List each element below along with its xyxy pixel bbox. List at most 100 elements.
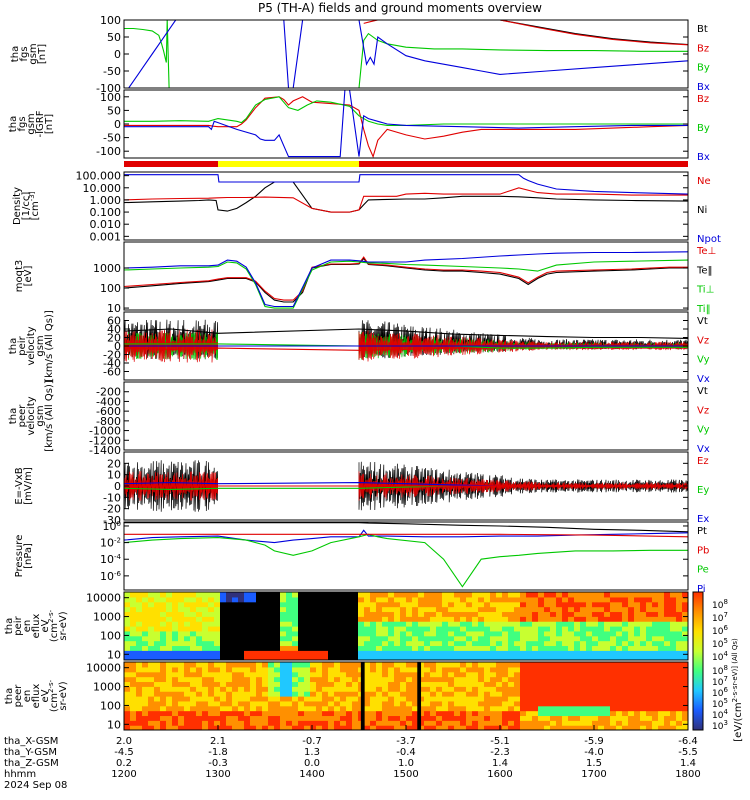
x-row-value: 1.4 <box>492 758 508 769</box>
heatmap-cell <box>604 630 611 637</box>
heatmap-cell <box>472 705 479 712</box>
heatmap-cell <box>622 611 629 617</box>
heatmap-cell <box>124 655 131 660</box>
heatmap-cell <box>568 671 575 678</box>
heatmap-cell <box>484 715 491 721</box>
heatmap-cell <box>682 630 688 637</box>
heatmap-cell <box>370 725 377 730</box>
heatmap-cell <box>646 635 653 642</box>
heatmap-cell <box>292 592 299 598</box>
heatmap-cell <box>658 696 665 702</box>
heatmap-cell <box>682 686 688 692</box>
heatmap-cell <box>604 650 611 656</box>
heatmap-cell <box>616 705 623 712</box>
heatmap-cell <box>670 650 677 656</box>
heatmap-cell <box>526 705 533 712</box>
heatmap-cell <box>232 720 239 726</box>
heatmap-cell <box>430 592 437 598</box>
heatmap-cell <box>184 640 191 647</box>
heatmap-cell <box>292 630 299 637</box>
heatmap-cell <box>466 645 473 651</box>
heatmap-cell <box>244 635 251 642</box>
heatmap-cell <box>268 681 275 687</box>
heatmap-cell <box>526 681 533 687</box>
heatmap-cell <box>442 645 449 651</box>
heatmap-cell <box>322 630 329 637</box>
heatmap-cell <box>622 715 629 721</box>
heatmap-cell <box>676 626 683 632</box>
heatmap-cell <box>460 681 467 687</box>
heatmap-cell <box>484 681 491 687</box>
heatmap-cell <box>232 705 239 712</box>
legend-ni: Ni <box>697 205 707 216</box>
heatmap-cell <box>160 650 167 656</box>
heatmap-cell <box>244 725 251 730</box>
heatmap-cell <box>454 691 461 697</box>
heatmap-cell <box>670 671 677 678</box>
y-axis-label: gsm <box>26 113 37 134</box>
heatmap-cell <box>328 596 335 603</box>
heatmap-cell <box>382 616 389 622</box>
heatmap-cell <box>496 671 503 678</box>
heatmap-cell <box>286 596 293 603</box>
heatmap-cell <box>550 666 557 673</box>
heatmap-cell <box>544 616 551 622</box>
heatmap-cell <box>340 705 347 712</box>
heatmap-cell <box>304 645 311 651</box>
heatmap-cell <box>238 655 245 660</box>
heatmap-cell <box>598 676 605 683</box>
y-axis-label: peer <box>17 404 28 428</box>
heatmap-cell <box>334 635 341 642</box>
heatmap-cell <box>424 611 431 617</box>
heatmap-cell <box>238 691 245 697</box>
heatmap-cell <box>190 611 197 617</box>
heatmap-cell <box>286 686 293 692</box>
heatmap-cell <box>286 696 293 702</box>
heatmap-cell <box>292 705 299 712</box>
colorbar-tick-label: 108 <box>712 598 728 611</box>
heatmap-cell <box>658 596 665 603</box>
heatmap-cell <box>526 715 533 721</box>
heatmap-cell <box>568 635 575 642</box>
heatmap-cell <box>676 611 683 617</box>
heatmap-cell <box>178 686 185 692</box>
heatmap-cell <box>334 596 341 603</box>
heatmap-cell <box>298 696 305 702</box>
heatmap-cell <box>442 611 449 617</box>
heatmap-cell <box>202 710 209 717</box>
heatmap-cell <box>616 601 623 608</box>
heatmap-cell <box>502 616 509 622</box>
heatmap-cell <box>610 681 617 687</box>
heatmap-cell <box>622 666 629 673</box>
heatmap-cell <box>424 715 431 721</box>
heatmap-cell <box>130 626 137 632</box>
heatmap-cell <box>190 606 197 613</box>
heatmap-cell <box>142 686 149 692</box>
heatmap-cell <box>478 676 485 683</box>
heatmap-cell <box>442 725 449 730</box>
heatmap-cell <box>526 710 533 717</box>
heatmap-cell <box>184 710 191 717</box>
heatmap-cell <box>196 616 203 622</box>
heatmap-cell <box>520 705 527 712</box>
heatmap-cell <box>172 592 179 598</box>
heatmap-cell <box>460 630 467 637</box>
heatmap-cell <box>262 655 269 660</box>
heatmap-cell <box>400 725 407 730</box>
heatmap-cell <box>592 671 599 678</box>
heatmap-cell <box>472 681 479 687</box>
heatmap-cell <box>472 666 479 673</box>
heatmap-cell <box>568 691 575 697</box>
heatmap-cell <box>436 592 443 598</box>
heatmap-cell <box>196 720 203 726</box>
heatmap-cell <box>610 611 617 617</box>
heatmap-cell <box>664 691 671 697</box>
heatmap-cell <box>526 626 533 632</box>
heatmap-cell <box>340 696 347 702</box>
heatmap-cell <box>634 611 641 617</box>
heatmap-cell <box>406 626 413 632</box>
heatmap-cell <box>154 705 161 712</box>
heatmap-cell <box>628 666 635 673</box>
heatmap-cell <box>676 630 683 637</box>
heatmap-cell <box>334 671 341 678</box>
